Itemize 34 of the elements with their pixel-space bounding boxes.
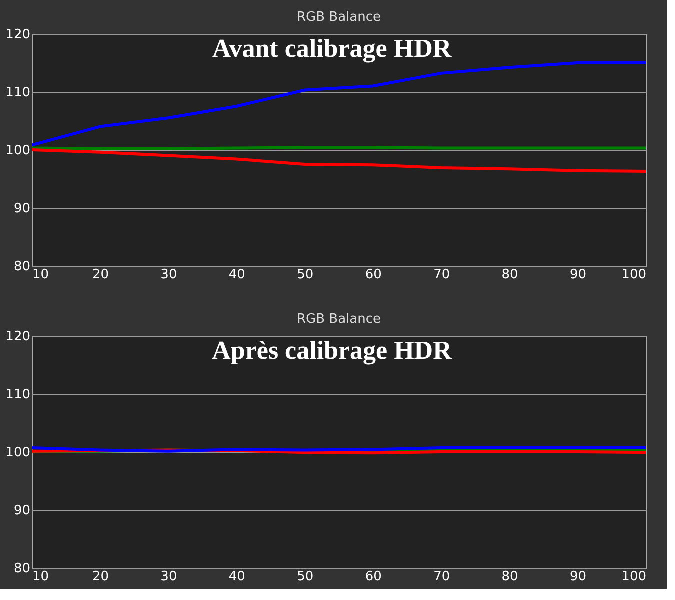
x-tick-label: 30 — [160, 268, 178, 282]
y-tick-label: 100 — [6, 144, 30, 158]
annotation: Avant calibrage HDR — [212, 34, 452, 63]
x-tick-label: 100 — [622, 570, 646, 584]
chart-title: RGB Balance — [296, 10, 382, 25]
x-tick-label: 90 — [570, 268, 587, 282]
x-tick-label: 20 — [92, 570, 109, 584]
line-series — [32, 62, 646, 147]
x-tick-label: 30 — [160, 570, 178, 584]
x-tick-label: 80 — [502, 268, 518, 282]
x-tick-label: 70 — [434, 570, 450, 584]
x-tick-label: 90 — [570, 570, 587, 584]
y-tick-label: 90 — [14, 504, 30, 518]
y-tick-label: 120 — [6, 28, 30, 42]
x-tick-label: 40 — [228, 268, 246, 282]
x-tick-label: 60 — [365, 268, 382, 282]
x-tick-label: 80 — [502, 570, 518, 584]
x-tick-label: 70 — [434, 268, 450, 282]
y-tick-label: 100 — [6, 446, 30, 460]
x-tick-label: 50 — [297, 268, 314, 282]
x-tick-label: 40 — [228, 570, 246, 584]
y-tick-label: 110 — [6, 86, 30, 100]
x-tick-label: 60 — [365, 570, 382, 584]
y-tick-label: 90 — [14, 202, 30, 216]
x-tick-label: 50 — [297, 570, 314, 584]
y-tick-label: 110 — [6, 388, 30, 402]
chart-title: RGB Balance — [296, 312, 382, 327]
x-tick-label: 10 — [32, 268, 50, 282]
line-series — [32, 148, 646, 173]
annotation: Après calibrage HDR — [212, 336, 452, 365]
x-tick-label: 10 — [32, 570, 50, 584]
y-tick-label: 120 — [6, 330, 30, 344]
x-tick-label: 20 — [92, 268, 109, 282]
x-tick-label: 100 — [622, 268, 646, 282]
